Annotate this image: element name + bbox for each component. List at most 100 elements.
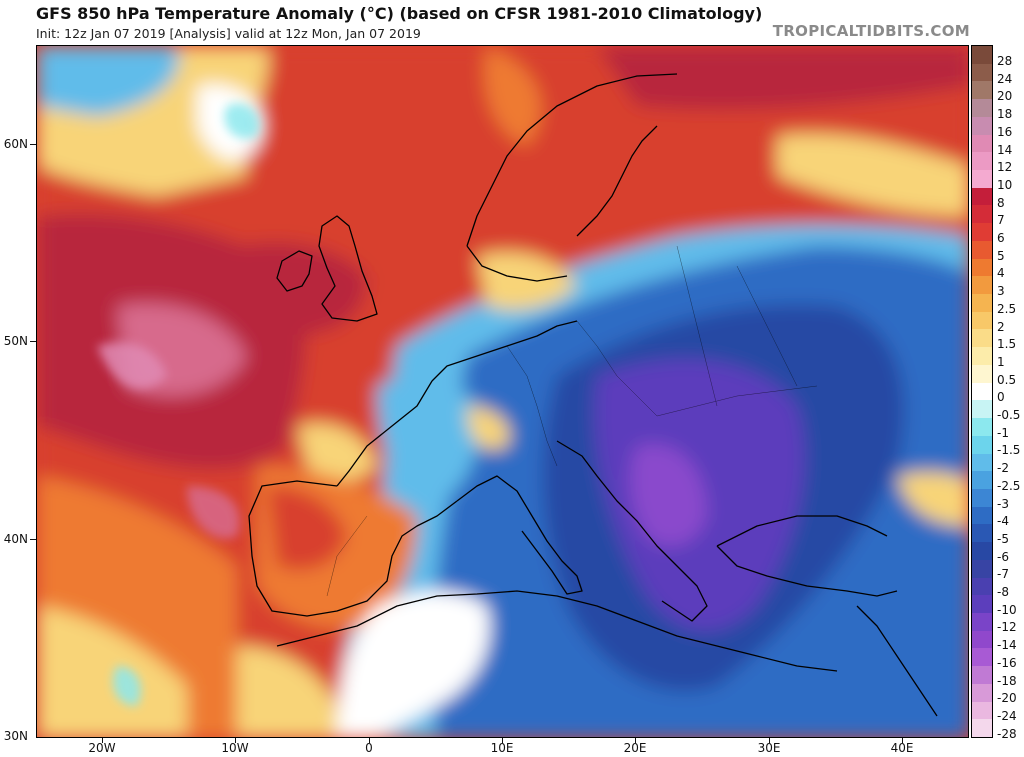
colorbar-swatch: [972, 524, 992, 543]
colorbar-swatch: [972, 116, 992, 136]
anomaly-pink-cell-2: [187, 486, 240, 539]
anomaly-alps-yellow: [467, 406, 510, 450]
anomaly-east-yellow-band: [777, 133, 968, 216]
lat-label-30n: 30N: [3, 729, 28, 743]
colorbar-label: -0.5: [997, 408, 1021, 422]
colorbar-swatch: [972, 400, 992, 419]
colorbar-label: 20: [997, 89, 1013, 104]
anomaly-pink-cell: [97, 342, 167, 389]
anomaly-med-white: [337, 591, 490, 737]
colorbar-swatch: [972, 542, 992, 561]
border-4: [676, 245, 718, 407]
colorbar-label: -7: [997, 567, 1009, 582]
colorbar-swatch: [972, 187, 992, 206]
colorbar-label: 0: [997, 390, 1005, 405]
colorbar-label: -4: [997, 514, 1009, 529]
anomaly-cold-violet: [630, 444, 707, 547]
anomaly-cyan-cell: [224, 103, 260, 139]
colorbar-label: -10: [997, 602, 1017, 617]
colorbar-swatch: [972, 559, 992, 579]
colorbar-swatch: [972, 630, 992, 649]
colorbar-swatch: [972, 63, 992, 82]
colorbar-label: 14: [997, 142, 1013, 157]
anomaly-map[interactable]: [36, 45, 969, 738]
lat-tick: [30, 341, 36, 342]
colorbar-swatch: [972, 719, 992, 738]
colorbar-swatch: [972, 595, 992, 614]
colorbar-swatch: [972, 276, 992, 295]
colorbar-label: 10: [997, 177, 1013, 192]
lon-tick: [502, 738, 503, 743]
lon-label-10w: 10W: [221, 741, 249, 755]
border-3: [656, 385, 818, 417]
lat-label-40n: 40N: [3, 532, 28, 546]
coast-adriatic-greece: [556, 440, 708, 622]
borders: [326, 245, 818, 597]
colorbar-label: 12: [997, 160, 1013, 175]
coast-italy: [456, 475, 583, 595]
colorbar-swatch: [972, 329, 992, 348]
chart-subtitle: Init: 12z Jan 07 2019 [Analysis] valid a…: [36, 26, 421, 41]
lat-label-60n: 60N: [3, 137, 28, 151]
colorbar-label: -3: [997, 496, 1009, 511]
coast-britain: [318, 215, 378, 322]
colorbar-swatch: [972, 205, 992, 224]
coast-scandinavia: [466, 73, 678, 282]
colorbar-swatch: [972, 382, 992, 401]
colorbar-label: 4: [997, 266, 1005, 281]
lat-tick: [30, 144, 36, 145]
colorbar-swatch: [972, 418, 992, 437]
lat-tick: [30, 539, 36, 540]
lon-label-0: 0: [365, 741, 373, 755]
colorbar-label: -20: [997, 691, 1017, 706]
lon-label-40e: 40E: [890, 741, 914, 755]
coastlines: [248, 73, 938, 717]
coast-levant: [856, 605, 938, 717]
lon-label-20w: 20W: [88, 741, 116, 755]
lon-label-30e: 30E: [757, 741, 781, 755]
lon-tick: [769, 738, 770, 743]
colorbar-swatch: [972, 258, 992, 277]
colorbar-label: -24: [997, 708, 1017, 723]
colorbar-label: 6: [997, 231, 1005, 245]
anomaly-morocco-yellow: [237, 646, 337, 737]
colorbar-label: -1: [997, 425, 1009, 440]
lon-tick: [369, 738, 370, 743]
anomaly-cyan-cell-2: [113, 666, 141, 706]
colorbar: [971, 45, 993, 738]
colorbar-swatch: [972, 134, 992, 153]
anomaly-field: [37, 46, 968, 737]
colorbar-label: 1: [997, 354, 1005, 369]
lon-tick: [635, 738, 636, 743]
border-2: [576, 320, 658, 417]
colorbar-swatch: [972, 435, 992, 454]
colorbar-swatch: [972, 364, 992, 384]
brand-watermark[interactable]: TROPICALTIDBITS.COM: [772, 22, 970, 40]
coast-iberia: [248, 480, 458, 617]
anomaly-south-yellow: [37, 606, 187, 737]
anomaly-benelux-yellow: [477, 252, 577, 310]
coast-baltic: [576, 125, 658, 237]
colorbar-swatch: [972, 152, 992, 171]
border-1: [506, 345, 558, 467]
colorbar-swatch: [972, 294, 992, 313]
lat-label-50n: 50N: [3, 334, 28, 348]
coast-ireland: [276, 250, 313, 292]
colorbar-swatch: [972, 81, 992, 100]
colorbar-label: -2: [997, 461, 1009, 476]
colorbar-label: 18: [997, 107, 1013, 122]
coast-black-sea: [716, 515, 898, 597]
colorbar-swatch: [972, 99, 992, 118]
lon-tick: [235, 738, 236, 743]
colorbar-swatch: [972, 170, 992, 189]
lon-label-20e: 20E: [623, 741, 647, 755]
colorbar-swatch: [972, 612, 992, 632]
colorbar-swatch: [972, 471, 992, 490]
chart-title: GFS 850 hPa Temperature Anomaly (°C) (ba…: [36, 4, 763, 23]
colorbar-swatch: [972, 347, 992, 366]
border-5: [736, 265, 798, 387]
anomaly-north-deep: [597, 46, 968, 110]
colorbar-label: 1.5: [997, 337, 1017, 352]
colorbar-label: -18: [997, 673, 1017, 688]
colorbar-swatch: [972, 683, 992, 703]
